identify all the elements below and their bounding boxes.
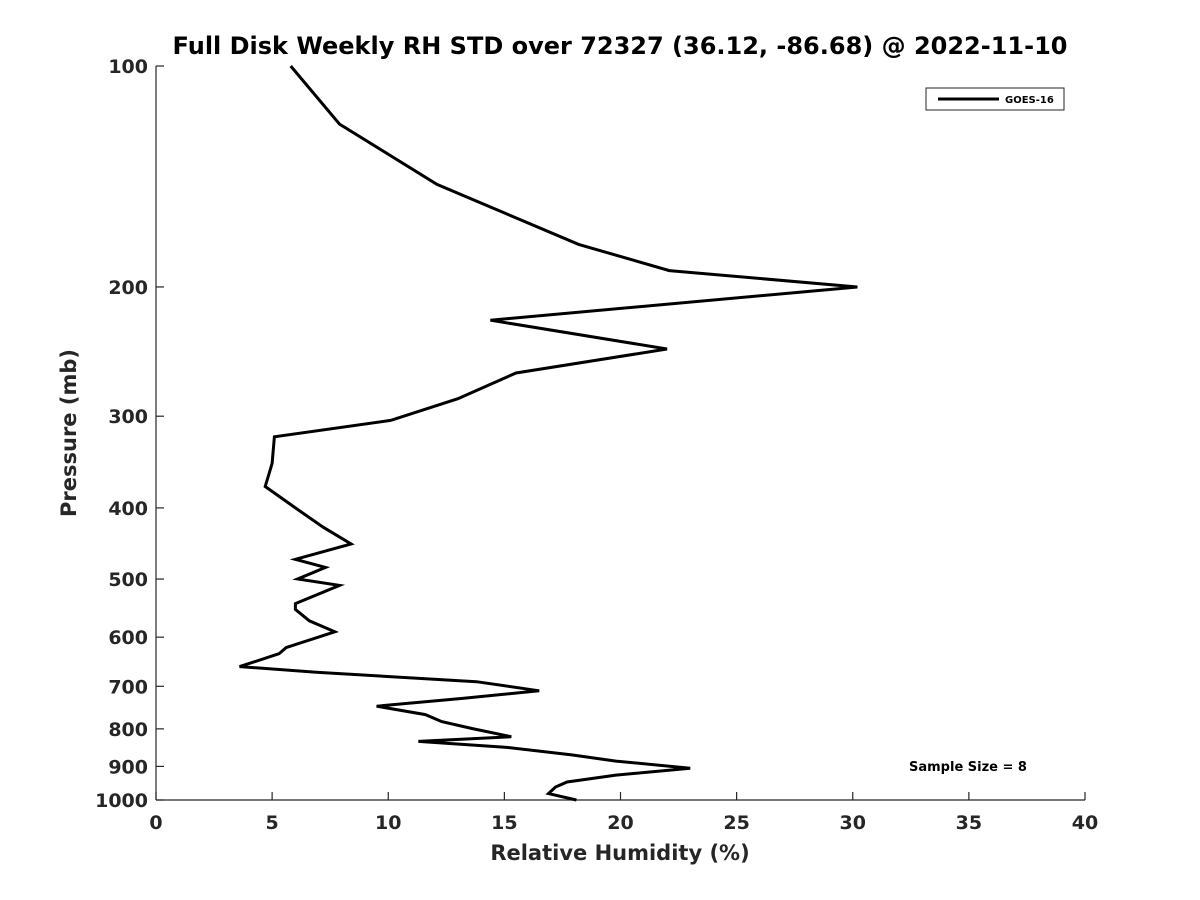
y-axis-label: Pressure (mb) (57, 349, 81, 517)
legend-label-goes-16: GOES-16 (1005, 95, 1054, 106)
x-axis-label: Relative Humidity (%) (490, 841, 749, 865)
y-ticks: 100 200 300 400 500 600 700 800 900 1000 (95, 56, 164, 812)
x-tick-label: 0 (149, 812, 162, 834)
series-line-goes-16 (239, 65, 858, 802)
x-ticks: 0 5 10 15 20 25 30 35 40 (149, 792, 1098, 834)
y-tick-label: 600 (108, 627, 148, 649)
x-tick-label: 5 (266, 812, 279, 834)
sample-size-note: Sample Size = 8 (909, 760, 1027, 775)
y-tick-label: 200 (108, 277, 148, 299)
plot-area (239, 65, 858, 802)
y-tick-label: 300 (108, 406, 148, 428)
y-tick-label: 100 (108, 56, 148, 78)
x-tick-label: 15 (491, 812, 517, 834)
chart-title: Full Disk Weekly RH STD over 72327 (36.1… (173, 32, 1068, 60)
y-tick-label: 400 (108, 498, 148, 520)
y-tick-label: 500 (108, 569, 148, 591)
x-tick-label: 40 (1072, 812, 1098, 834)
x-tick-label: 35 (956, 812, 982, 834)
x-tick-label: 20 (607, 812, 633, 834)
x-tick-label: 10 (375, 812, 401, 834)
x-tick-label: 30 (840, 812, 866, 834)
y-tick-label: 700 (108, 676, 148, 698)
legend: GOES-16 (925, 87, 1065, 111)
x-tick-label: 25 (723, 812, 749, 834)
y-tick-label: 800 (108, 719, 148, 741)
axes: 0 5 10 15 20 25 30 35 40 100 200 300 400 500 600 700 80… (95, 56, 1098, 834)
y-tick-label: 1000 (95, 790, 148, 812)
y-tick-label: 900 (108, 756, 148, 778)
